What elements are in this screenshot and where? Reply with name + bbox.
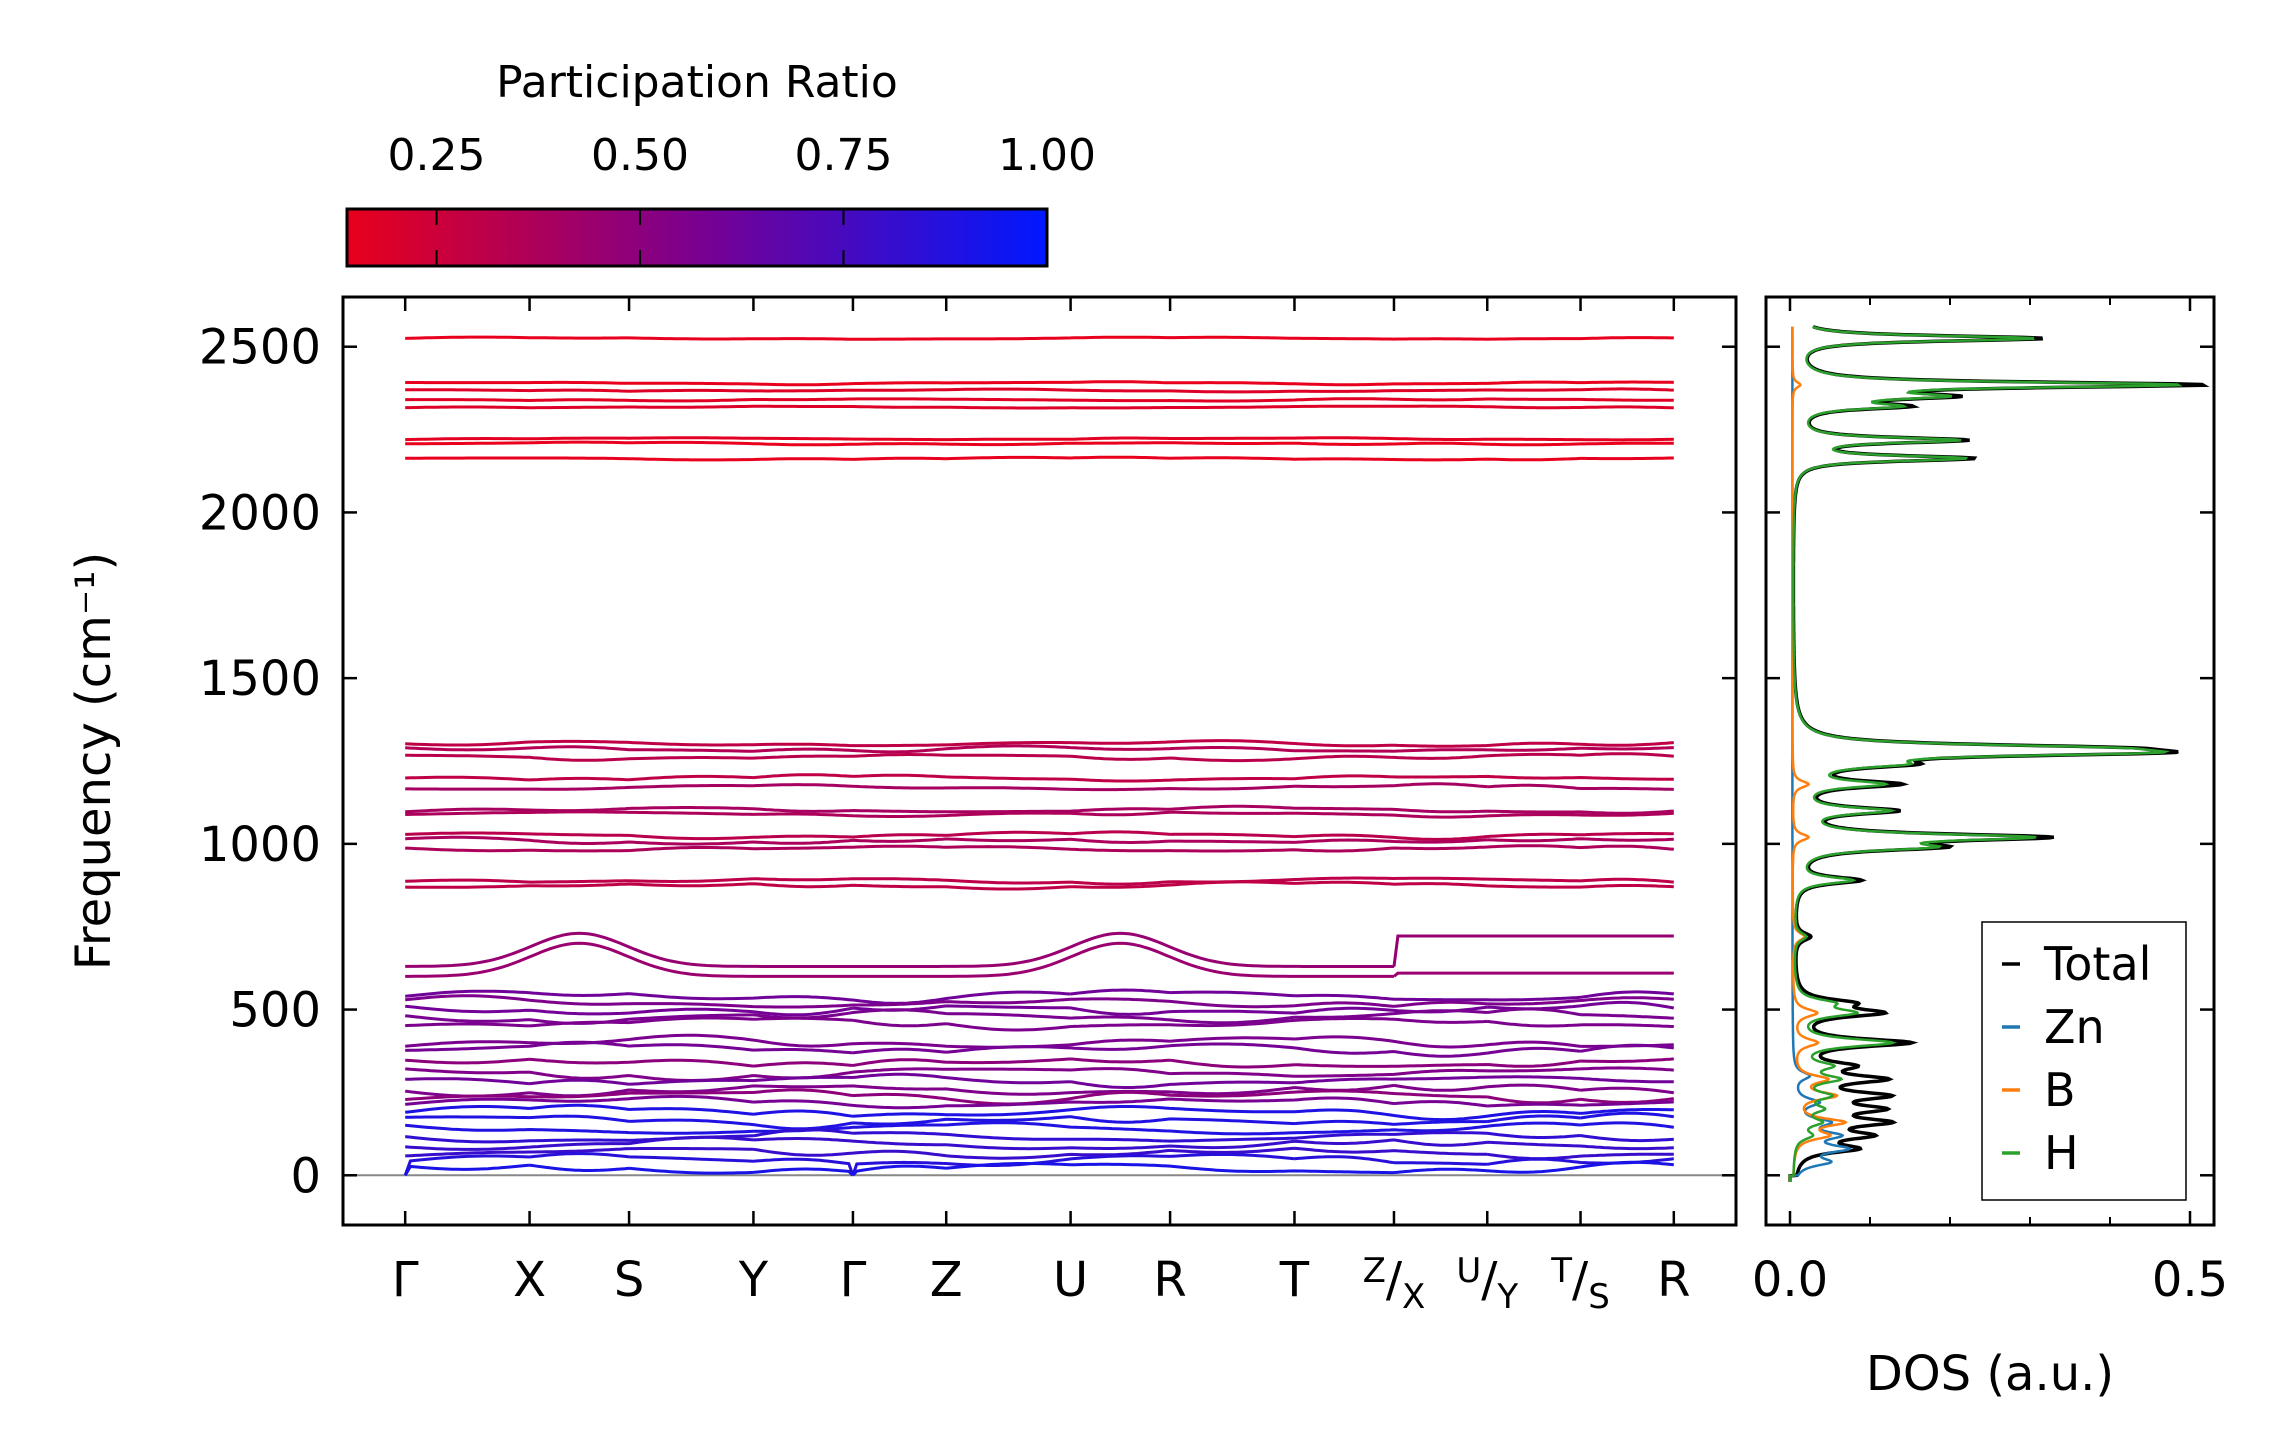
phonon-band: [405, 752, 1674, 763]
colorbar: Participation Ratio 0.25 0.50 0.75 1.00: [345, 57, 1096, 268]
k-point-label: U: [1053, 1252, 1088, 1308]
colorbar-tick-label: 0.75: [795, 130, 893, 181]
phonon-band: [405, 455, 1674, 462]
phonon-band: [405, 380, 1674, 387]
y-tick-label: 1000: [199, 817, 321, 873]
legend-label: B: [2044, 1063, 2076, 1117]
phonon-band: [405, 335, 1674, 341]
phonon-band: [405, 404, 1674, 410]
k-point-label: T/S: [1550, 1251, 1610, 1317]
y-tick-label: 1500: [199, 651, 321, 707]
phonon-band: [405, 397, 1674, 403]
phonon-band: [405, 1121, 1674, 1136]
legend-label: Total: [2043, 937, 2151, 991]
phonon-band: [405, 1040, 1674, 1058]
phonon-band: [405, 773, 1674, 783]
k-point-label: Z: [930, 1252, 963, 1308]
phonon-band: [405, 844, 1674, 853]
phonon-band: [405, 1111, 1674, 1131]
y-tick-label: 0: [290, 1148, 321, 1204]
phonon-band: [405, 1072, 1674, 1089]
k-point-label: Z/X: [1363, 1251, 1426, 1317]
dos-panel: 0.0 0.5 DOS (a.u.) Total Zn BH: [1752, 295, 2228, 1402]
phonon-band: [405, 782, 1674, 792]
y-axis-label: Frequency (cm⁻¹): [66, 552, 122, 970]
phonon-band: [405, 931, 1674, 968]
phonon-band: [403, 1160, 1674, 1177]
phonon-band: [405, 387, 1674, 394]
k-point-label: X: [513, 1252, 546, 1308]
colorbar-tick-label: 0.50: [591, 130, 689, 181]
dos-series-h: [1788, 325, 2183, 1182]
phonon-band: [405, 830, 1674, 841]
colorbar-gradient: [345, 207, 1049, 268]
y-tick-label: 2500: [199, 320, 321, 376]
legend-label: Zn: [2044, 1000, 2105, 1054]
phonon-band: [405, 739, 1674, 748]
k-point-label: Γ: [840, 1252, 867, 1308]
colorbar-ticks: 0.25 0.50 0.75 1.00: [388, 130, 1096, 266]
phonon-band: [405, 1103, 1674, 1122]
phonon-bands: [343, 335, 1736, 1177]
phonon-band: [405, 744, 1674, 754]
y-tick-label: 2000: [199, 485, 321, 541]
k-point-label: Γ: [392, 1252, 419, 1308]
phonon-band: [405, 1135, 1674, 1151]
band-k-ticks: Γ X S Y Γ Z U R T Z/X U/Y T/S R: [392, 297, 1690, 1317]
dos-x-tick-label: 0.5: [2152, 1252, 2228, 1308]
k-point-label: T: [1279, 1252, 1310, 1308]
phonon-band: [405, 1094, 1674, 1110]
k-point-label: R: [1657, 1252, 1690, 1308]
y-tick-label: 500: [229, 983, 321, 1039]
colorbar-tick-label: 1.00: [998, 130, 1096, 181]
band-frame: [341, 295, 1738, 1227]
k-point-label: U/Y: [1456, 1251, 1518, 1317]
colorbar-label: Participation Ratio: [496, 57, 898, 108]
dos-x-tick-label: 0.0: [1752, 1252, 1828, 1308]
phonon-band: [405, 1057, 1674, 1069]
dos-curves: [1788, 325, 2210, 1182]
phonon-band: [405, 941, 1674, 978]
phonon-band: [405, 440, 1674, 447]
phonon-band: [405, 1016, 1674, 1032]
dos-series-b: [1788, 326, 1848, 1182]
legend-label: H: [2044, 1126, 2079, 1180]
colorbar-tick-label: 0.25: [388, 130, 486, 181]
phonon-band: [405, 876, 1674, 886]
phonon-band: [405, 835, 1674, 846]
band-structure-panel: 0 500 1000 1500 2000 2500 Γ X S Y Γ Z U R T Z/X U/Y T/S R…: [66, 295, 1738, 1317]
k-point-label: S: [614, 1252, 644, 1308]
k-point-label: Y: [738, 1252, 769, 1308]
phonon-band: [405, 880, 1674, 891]
phonon-band: [405, 994, 1674, 1009]
phonon-band: [405, 810, 1674, 819]
legend: Total Zn BH: [1981, 921, 2187, 1201]
phonon-band: [405, 436, 1674, 442]
dos-x-axis-label: DOS (a.u.): [1866, 1346, 2114, 1402]
dos-ticks: 0.0 0.5: [1752, 297, 2228, 1308]
dos-frame: [1764, 295, 2216, 1227]
band-y-ticks: 0 500 1000 1500 2000 2500: [199, 320, 1736, 1204]
k-point-label: R: [1153, 1252, 1186, 1308]
